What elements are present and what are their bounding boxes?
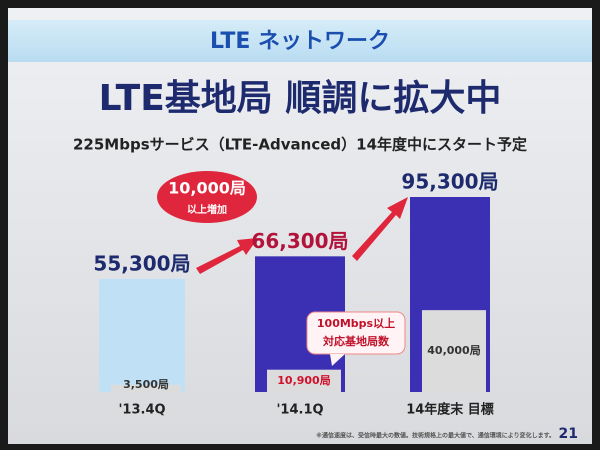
title: LTE基地局 順調に拡大中 xyxy=(99,78,502,119)
inner-bar xyxy=(111,384,181,392)
badge xyxy=(157,171,257,223)
value-label: 55,300局 xyxy=(93,251,190,275)
callout-text: 100Mbps以上 xyxy=(317,316,395,330)
inner-bar xyxy=(422,310,486,392)
inner-value-label: 10,900局 xyxy=(277,374,330,387)
inner-bar xyxy=(267,369,341,392)
callout-pointer xyxy=(330,354,345,366)
chart: 55,300局 3,500局 '13.4Q 66,300局 10,900局 '14.1Q 9… xyxy=(93,170,498,418)
header: LTE ネットワーク xyxy=(210,29,390,54)
footnote: ※通信速度は、受信時最大の数値。技術規格上の最大値で、通信環境により変化します。 xyxy=(316,432,555,440)
badge-text: 10,000局 xyxy=(168,179,246,198)
inner-value-label: 3,500局 xyxy=(123,378,169,391)
subtitle: 225Mbpsサービス（LTE-Advanced）14年度中にスタート予定 xyxy=(73,136,527,154)
badge-text: 以上増加 xyxy=(187,203,227,216)
value-label: 66,300局 xyxy=(251,229,348,253)
x-tick-label: '14.1Q xyxy=(276,403,323,418)
x-tick-label: 14年度末 目標 xyxy=(406,402,494,418)
callout-box xyxy=(306,311,406,355)
arrow xyxy=(196,238,258,274)
inner-value-label: 40,000局 xyxy=(427,344,480,357)
header-band xyxy=(8,20,592,62)
growth-arrows xyxy=(196,197,408,274)
x-tick-label: '13.4Q xyxy=(118,403,165,418)
arrow xyxy=(352,197,408,261)
value-label: 95,300局 xyxy=(401,170,498,194)
page-number: 21 xyxy=(559,426,578,442)
bar xyxy=(99,278,185,392)
callout-text: 対応基地局数 xyxy=(322,334,390,348)
